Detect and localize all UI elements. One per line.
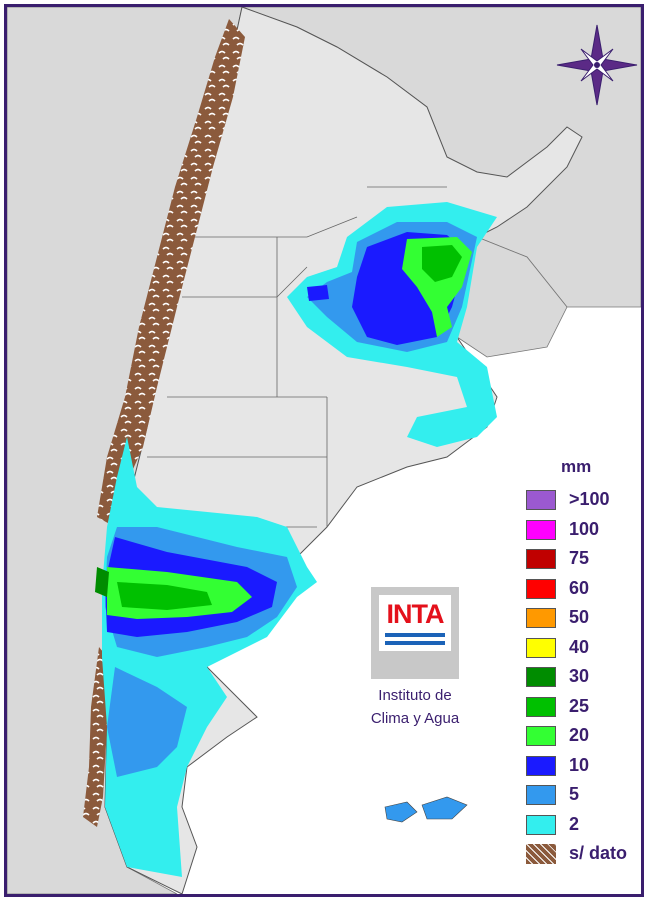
precip-5mm-south bbox=[107, 667, 187, 777]
legend-label: 5 bbox=[569, 784, 580, 804]
legend-swatch bbox=[526, 549, 556, 569]
compass-rose-icon bbox=[556, 24, 638, 106]
institute-line-1: Instituto de bbox=[378, 687, 452, 704]
legend-swatch bbox=[526, 578, 556, 599]
legend-item: 40 bbox=[523, 635, 641, 661]
legend-item: s/ dato bbox=[523, 841, 641, 867]
legend-label: 100 bbox=[569, 518, 600, 539]
legend-swatch bbox=[526, 755, 556, 776]
falkland-islands bbox=[384, 796, 468, 823]
map-frame: INTA Instituto de Clima y Agua mm >100 10… bbox=[4, 4, 644, 897]
legend-swatch bbox=[526, 519, 556, 540]
legend-item: 60 bbox=[523, 576, 641, 602]
legend-item: 20 bbox=[523, 723, 641, 749]
legend-label: 30 bbox=[569, 666, 590, 686]
precip-10mm-ne-west bbox=[307, 285, 329, 301]
legend-unit: mm bbox=[561, 457, 592, 476]
legend-item: 75 bbox=[523, 546, 641, 572]
precip-25mm-patagonia bbox=[117, 582, 212, 610]
logo-text: INTA bbox=[386, 599, 445, 629]
legend-item: 25 bbox=[523, 694, 641, 720]
inta-logo: INTA bbox=[371, 587, 459, 679]
legend-item: 5 bbox=[523, 782, 641, 808]
legend-label: 20 bbox=[569, 725, 590, 745]
legend-label: 10 bbox=[569, 754, 590, 775]
legend-swatch bbox=[526, 608, 556, 628]
legend-swatch bbox=[526, 490, 556, 510]
legend-item: 100 bbox=[523, 517, 641, 543]
legend-label: s/ dato bbox=[569, 843, 628, 863]
legend-label: 50 bbox=[569, 607, 590, 627]
legend-swatch bbox=[526, 637, 556, 658]
legend-label: 60 bbox=[569, 577, 590, 598]
legend-swatch bbox=[526, 667, 556, 687]
legend-item: 50 bbox=[523, 605, 641, 631]
legend-label: 2 bbox=[569, 813, 580, 834]
legend-swatch bbox=[526, 696, 556, 717]
legend-swatch bbox=[526, 726, 556, 746]
precip-25mm-ne bbox=[422, 245, 462, 282]
legend-swatch bbox=[526, 844, 556, 864]
legend-label: >100 bbox=[569, 489, 610, 509]
legend-label: 25 bbox=[569, 695, 590, 716]
legend-item: 30 bbox=[523, 664, 641, 690]
precipitation-map bbox=[7, 7, 641, 894]
legend-item: >100 bbox=[523, 487, 641, 513]
legend-item: 10 bbox=[523, 753, 641, 779]
no-data-band bbox=[97, 19, 245, 527]
legend-label: 75 bbox=[569, 548, 590, 568]
precip-30mm-patagonia bbox=[95, 567, 109, 597]
legend-swatch bbox=[526, 785, 556, 805]
legend-label: 40 bbox=[569, 636, 590, 657]
institute-line-2: Clima y Agua bbox=[370, 710, 460, 727]
legend-swatch bbox=[526, 814, 556, 835]
legend-item: 2 bbox=[523, 812, 641, 838]
